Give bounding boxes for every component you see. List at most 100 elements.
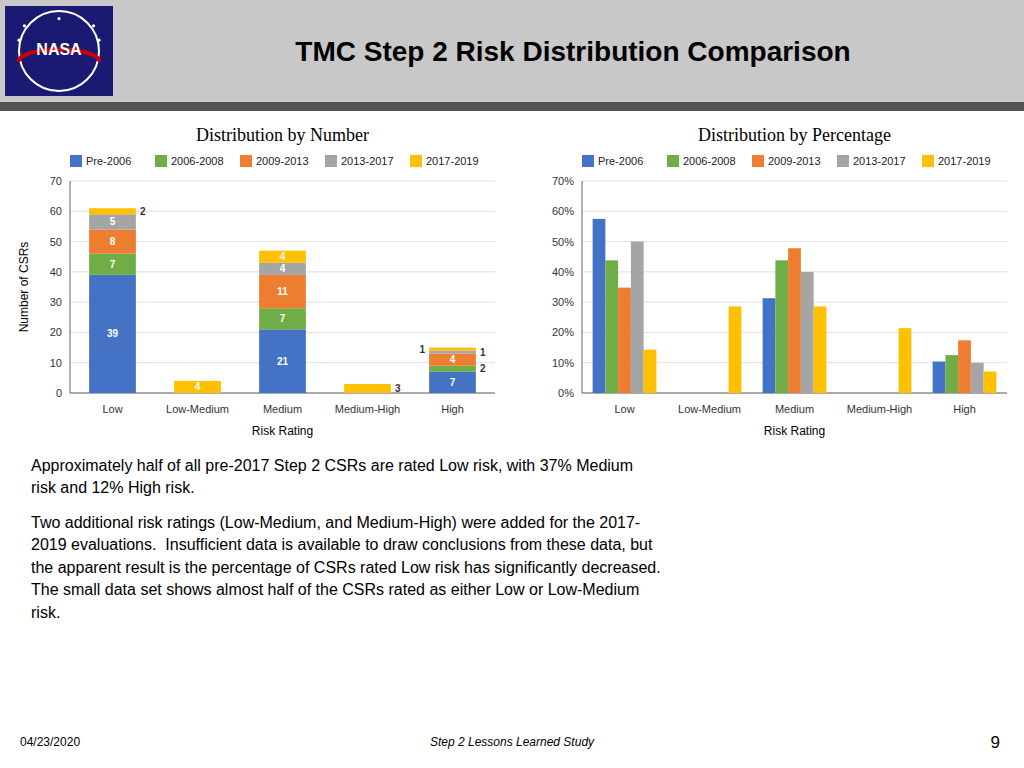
- legend-swatch: [752, 155, 764, 167]
- legend-swatch: [410, 155, 422, 167]
- y-tick-label: 40: [50, 266, 62, 278]
- x-tick-label: High: [953, 403, 976, 415]
- y-tick-label: 30%: [552, 296, 574, 308]
- y-tick-label: 70: [50, 175, 62, 187]
- data-label: 4: [280, 251, 286, 262]
- data-label: 21: [277, 356, 289, 367]
- bar: [716, 393, 729, 394]
- data-label: 4: [195, 381, 201, 392]
- y-tick-label: 10: [50, 357, 62, 369]
- legend: Pre-20062006-20082009-20132013-20172017-…: [70, 155, 479, 167]
- data-label: 2: [140, 206, 146, 217]
- bar-segment: [259, 263, 306, 275]
- page-canvas: NASATMC Step 2 Risk Distribution Compari…: [0, 0, 1024, 768]
- page: NASATMC Step 2 Risk Distribution Compari…: [0, 0, 1024, 768]
- data-labels: 39785242171144372411: [107, 206, 486, 394]
- legend-swatch: [155, 155, 167, 167]
- body-paragraph: Approximately half of all pre-2017 Step …: [31, 455, 993, 500]
- y-tick-label: 0%: [558, 387, 574, 399]
- bar: [814, 306, 827, 393]
- bar: [945, 355, 958, 393]
- bar: [763, 298, 776, 393]
- bar: [860, 393, 873, 394]
- bar: [848, 393, 861, 394]
- plot-marks: [89, 208, 476, 393]
- y-tick-label: 60%: [552, 205, 574, 217]
- y-tick-label: 70%: [552, 175, 574, 187]
- data-label: 7: [280, 313, 286, 324]
- logo-star: [97, 39, 100, 42]
- data-label: 2: [480, 363, 486, 374]
- x-tick-label: Low: [102, 403, 122, 415]
- bar-segment: [89, 208, 136, 214]
- y-tick-label: 30: [50, 296, 62, 308]
- bar: [971, 363, 984, 393]
- body-paragraph: Two additional risk ratings (Low-Medium,…: [31, 512, 993, 624]
- logo-star: [23, 24, 26, 27]
- legend-swatch: [922, 155, 934, 167]
- bar: [801, 272, 814, 393]
- y-tick-label: 20%: [552, 326, 574, 338]
- x-axis-label: Risk Rating: [764, 424, 825, 438]
- legend-swatch: [325, 155, 337, 167]
- data-label: 1: [420, 344, 426, 355]
- legend-swatch: [582, 155, 594, 167]
- bar: [690, 393, 703, 394]
- data-label: 8: [110, 236, 116, 247]
- legend-label: 2013-2017: [341, 155, 394, 167]
- bar-segment: [89, 275, 136, 393]
- x-tick-label: Medium-High: [847, 403, 912, 415]
- y-tick-label: 20: [50, 326, 62, 338]
- header-separator: [0, 102, 1024, 111]
- bar-segment: [89, 229, 136, 253]
- footer-text: Step 2 Lessons Learned Study: [430, 735, 595, 749]
- bar-segment: [429, 354, 476, 366]
- chart-title: Distribution by Number: [196, 125, 369, 145]
- bar-segment: [89, 214, 136, 229]
- bar-segment: [259, 308, 306, 329]
- y-axis: [582, 181, 583, 393]
- legend-label: Pre-2006: [598, 155, 643, 167]
- bar: [678, 393, 691, 394]
- logo-text: NASA: [36, 41, 82, 58]
- bar: [933, 362, 946, 393]
- bar-segment: [429, 348, 476, 351]
- chart: Distribution by Number Pre-20062006-20082…: [17, 125, 495, 438]
- legend-swatch: [70, 155, 82, 167]
- data-label: 1: [480, 347, 486, 358]
- y-tick-label: 50: [50, 236, 62, 248]
- bar: [775, 260, 788, 393]
- logo: NASA: [5, 6, 113, 96]
- bar: [899, 328, 912, 393]
- legend-swatch: [837, 155, 849, 167]
- legend-label: 2017-2019: [938, 155, 991, 167]
- x-tick-label: Medium-High: [335, 403, 400, 415]
- bar: [593, 219, 606, 393]
- bar: [605, 260, 618, 393]
- header-bar: [0, 0, 1024, 102]
- logo-star: [57, 17, 60, 20]
- bar: [984, 371, 997, 393]
- x-tick-label: Low: [614, 403, 634, 415]
- x-tick-label: High: [441, 403, 464, 415]
- legend-label: 2013-2017: [853, 155, 906, 167]
- data-label: 7: [450, 377, 456, 388]
- bar-segment: [174, 381, 221, 393]
- legend-label: Pre-2006: [86, 155, 131, 167]
- bar: [618, 288, 631, 393]
- data-label: 4: [280, 263, 286, 274]
- bar-segment: [259, 329, 306, 393]
- x-tick-label: Medium: [263, 403, 302, 415]
- logo-star: [17, 39, 20, 42]
- bar-segment: [259, 275, 306, 308]
- bar: [644, 350, 657, 393]
- bar-segment: [259, 251, 306, 263]
- legend-swatch: [240, 155, 252, 167]
- logo-star: [92, 24, 95, 27]
- y-axis: [70, 181, 71, 393]
- logo-background: [5, 6, 113, 96]
- bar: [631, 242, 644, 393]
- y-tick-label: 50%: [552, 236, 574, 248]
- plot-marks: [593, 219, 997, 393]
- bar-segment: [429, 372, 476, 393]
